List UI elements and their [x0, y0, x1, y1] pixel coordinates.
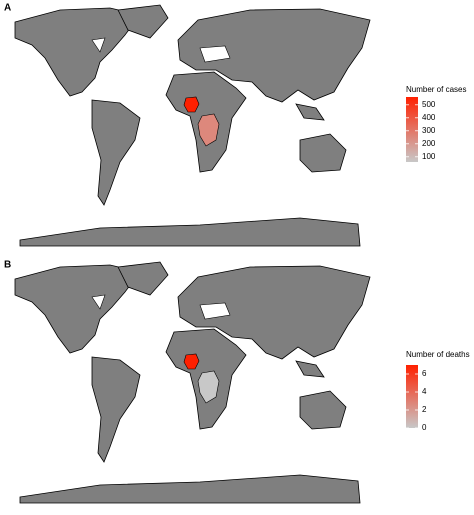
panel: A Number of cases 100 200 300 400 500: [4, 3, 466, 162]
colorbar: [406, 97, 418, 162]
region: [183, 96, 200, 113]
region: [183, 353, 200, 370]
tick-label: 0: [422, 423, 427, 432]
region: [197, 113, 220, 147]
map-a: [14, 4, 371, 247]
tick-label: 500: [422, 100, 436, 109]
tick-label: 100: [422, 152, 436, 161]
colorbar: [406, 365, 418, 428]
tick-label: 2: [422, 405, 427, 414]
panel-label: B: [4, 260, 11, 271]
tick-label: 4: [422, 387, 427, 396]
map-b: [14, 261, 371, 504]
panel: B Number of deaths 0 2 4 6: [4, 260, 470, 432]
tick-label: 6: [422, 369, 427, 378]
tick-label: 400: [422, 113, 436, 122]
region: [197, 370, 220, 404]
tick-label: 300: [422, 126, 436, 135]
tick-label: 200: [422, 139, 436, 148]
panel-label: A: [4, 3, 11, 14]
legend-title: Number of cases: [406, 85, 466, 94]
legend-title: Number of deaths: [406, 350, 470, 359]
